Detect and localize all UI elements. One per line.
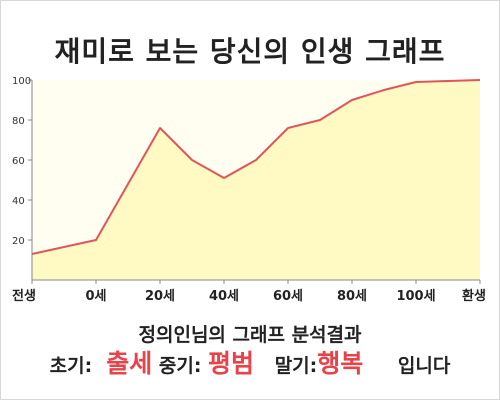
x-tick-label: 80세 (337, 289, 367, 304)
late-value: 행복 (317, 349, 364, 378)
result-ending: 입니다 (397, 355, 451, 377)
analysis-result: 초기: 출세 중기: 평범 말기:행복 입니다 (0, 344, 500, 384)
late-label: 말기: (274, 355, 318, 377)
analysis-heading: 정의인님의 그래프 분석결과 (138, 324, 362, 346)
y-tick-label: 100 (12, 76, 31, 87)
y-tick-label: 40 (12, 196, 25, 207)
y-tick-label: 80 (12, 116, 25, 127)
x-tick-label: 전생 (12, 288, 36, 304)
series-area (32, 80, 480, 280)
x-tick-label: 0세 (85, 289, 106, 304)
series-line (31, 79, 481, 255)
page-title: 재미로 보는 당신의 인생 그래프 (54, 35, 446, 68)
x-tick-label: 40세 (209, 289, 239, 304)
mid-label: 중기: (158, 355, 202, 377)
x-tick-label: 100세 (396, 289, 435, 304)
x-tick-label: 20세 (145, 289, 175, 304)
y-tick-label: 20 (12, 236, 25, 247)
y-tick-label: 60 (12, 156, 25, 167)
early-label: 초기: (49, 355, 93, 377)
mid-value: 평범 (208, 349, 255, 378)
x-tick-label: 60세 (273, 289, 303, 304)
x-tick-label: 환생 (462, 288, 486, 304)
early-value: 출세 (106, 349, 153, 378)
